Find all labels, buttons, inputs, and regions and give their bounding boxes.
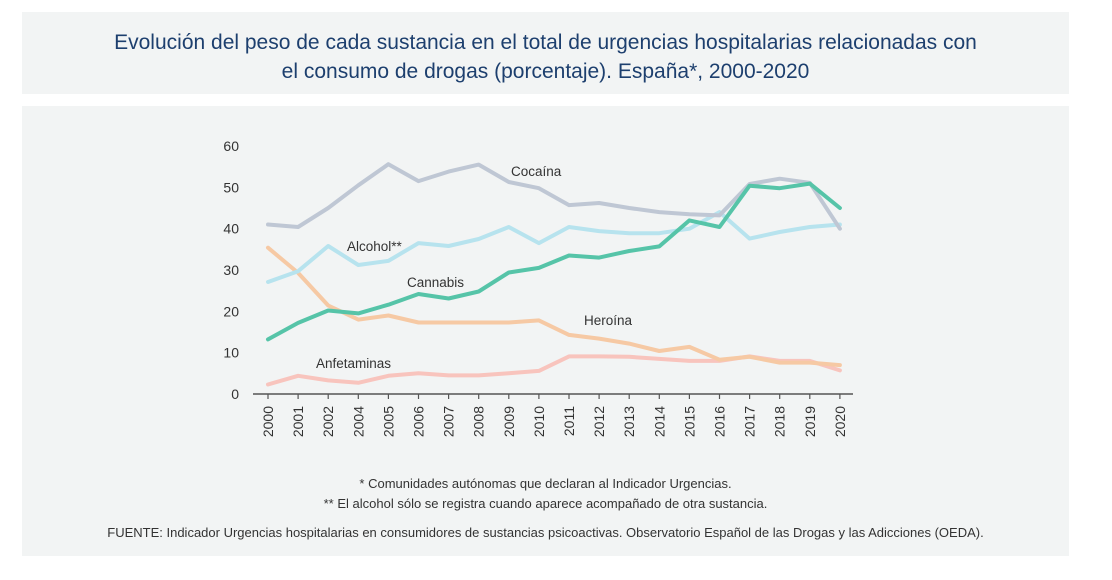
- footnote-regions: * Comunidades autónomas que declaran al …: [359, 476, 732, 491]
- x-tick-label: 2016: [712, 406, 728, 437]
- x-tick-label: 2019: [802, 406, 818, 437]
- series-label: Heroína: [584, 313, 633, 328]
- line-chart: 0 10 20 30 40 50 60 2000 2001 2002 2004 2005 2006 200…: [223, 138, 853, 437]
- series-line-herona: [266, 245, 842, 368]
- x-tick-label: 2001: [290, 406, 306, 437]
- chart-title-line1: Evolución del peso de cada sustancia en …: [114, 31, 977, 54]
- series-label: Anfetaminas: [316, 356, 391, 371]
- x-tick-label: 2008: [471, 406, 487, 437]
- y-tick-label: 30: [223, 262, 239, 278]
- x-tick-label: 2017: [742, 406, 758, 437]
- series-label: Alcohol**: [347, 239, 403, 254]
- x-tick-label: 2004: [350, 406, 366, 437]
- series-line-alcohol: [266, 210, 842, 284]
- x-tick-label: 2018: [772, 406, 788, 437]
- y-tick-label: 10: [223, 345, 239, 361]
- source-note: FUENTE: Indicador Urgencias hospitalaria…: [107, 525, 984, 540]
- series-label: Cocaína: [511, 164, 562, 179]
- x-tick-label: 2020: [832, 406, 848, 437]
- footnote-alcohol: ** El alcohol sólo se registra cuando ap…: [323, 496, 768, 511]
- y-tick-label: 0: [231, 386, 239, 402]
- x-tick-label: 2005: [380, 406, 396, 437]
- x-tick-label: 2013: [621, 406, 637, 437]
- x-tick-label: 2009: [501, 406, 517, 437]
- y-tick-label: 40: [223, 221, 239, 237]
- x-tick-label: 2014: [651, 406, 667, 437]
- series-line-cannabis: [266, 181, 842, 342]
- x-tick-label: 2007: [441, 406, 457, 437]
- x-tick-label: 2011: [561, 406, 577, 436]
- x-tick-label: 2015: [681, 406, 697, 437]
- y-tick-label: 50: [223, 179, 239, 195]
- series-label: Cannabis: [407, 275, 464, 290]
- x-tick-label: 2010: [531, 406, 547, 437]
- chart-title: Evolución del peso de cada sustancia en …: [22, 28, 1069, 86]
- x-tick-label: 2006: [411, 406, 427, 437]
- x-tick-label: 2002: [320, 406, 336, 437]
- y-tick-label: 20: [223, 303, 239, 319]
- chart-panel: 0 10 20 30 40 50 60 2000 2001 2002 2004 2005 2006 200…: [22, 106, 1069, 556]
- y-tick-label: 60: [223, 138, 239, 154]
- x-tick-label: 2012: [591, 406, 607, 437]
- title-panel: Evolución del peso de cada sustancia en …: [22, 12, 1069, 94]
- x-tick-label: 2000: [260, 406, 276, 437]
- chart-title-line2: el consumo de drogas (porcentaje). Españ…: [281, 60, 810, 83]
